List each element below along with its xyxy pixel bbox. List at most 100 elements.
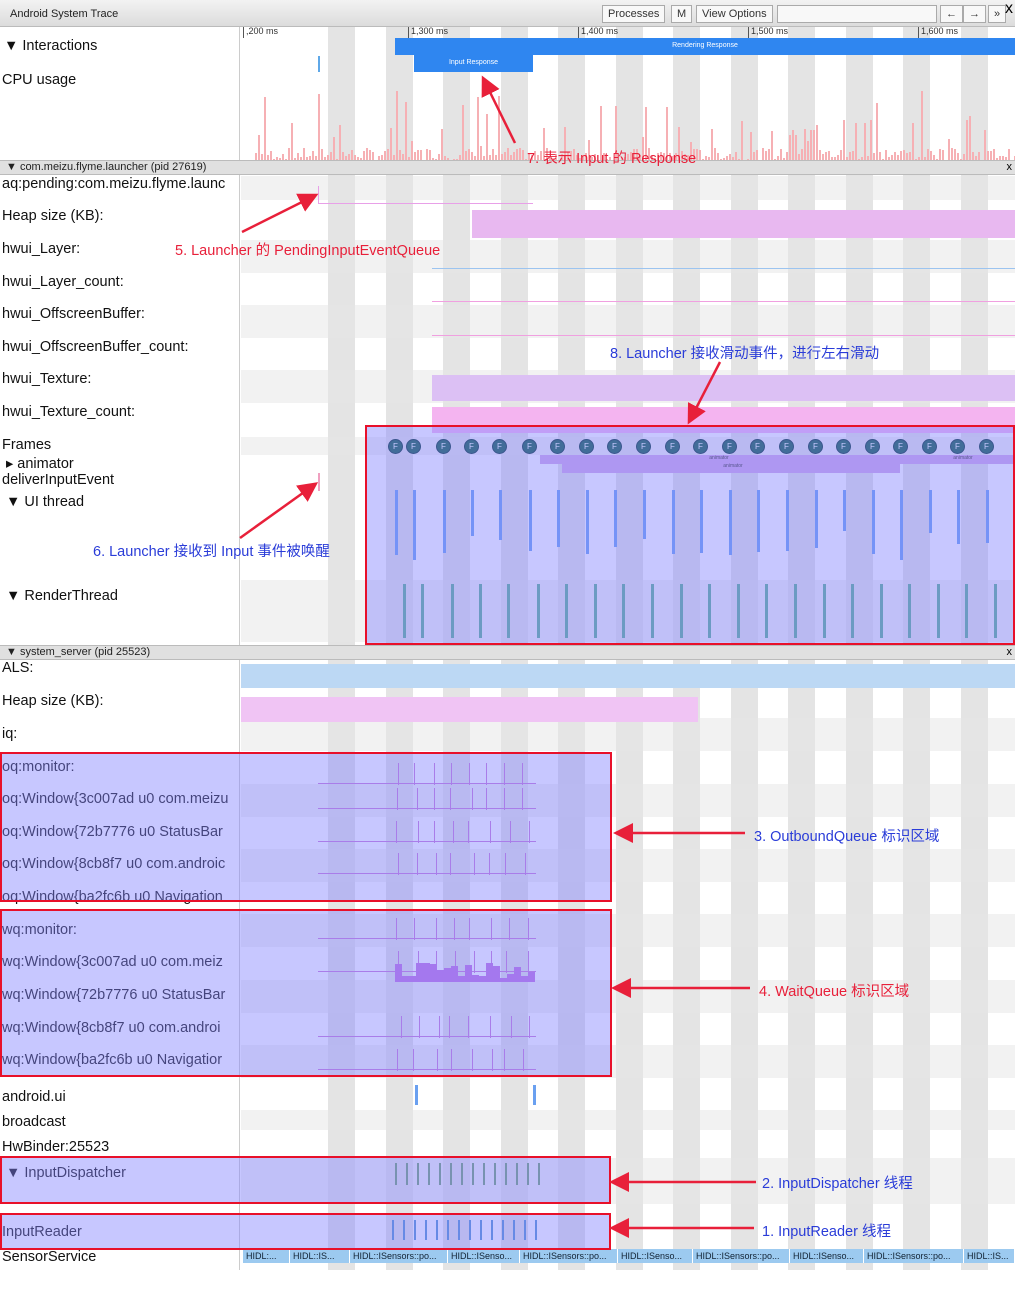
render-thread-slice[interactable] [908,584,911,638]
input-dispatcher-slice[interactable] [538,1163,540,1185]
frame-marker[interactable]: F [836,439,851,454]
render-thread-slice[interactable] [565,584,568,638]
system-server-row-label[interactable]: ▼ InputDispatcher [6,1165,126,1181]
input-reader-slice[interactable] [447,1220,449,1240]
input-dispatcher-slice[interactable] [428,1163,430,1185]
sensor-service-slice[interactable]: HIDL::ISenso... [618,1249,693,1263]
frame-marker[interactable]: F [492,439,507,454]
ui-thread-slice[interactable] [443,490,446,553]
ui-thread-slice[interactable] [872,490,875,554]
input-reader-slice[interactable] [502,1220,504,1240]
render-thread-slice[interactable] [680,584,683,638]
input-dispatcher-slice[interactable] [527,1163,529,1185]
sensor-service-slice[interactable]: HIDL::IS... [964,1249,1015,1263]
ui-thread-slice[interactable] [843,490,846,532]
android-ui-slice[interactable] [415,1085,418,1105]
input-reader-slice[interactable] [458,1220,460,1240]
frame-marker[interactable]: F [779,439,794,454]
render-thread-slice[interactable] [651,584,654,638]
frame-marker[interactable]: F [693,439,708,454]
input-dispatcher-slice[interactable] [472,1163,474,1185]
ui-thread-slice[interactable] [757,490,760,553]
sensor-service-slice[interactable]: HIDL::ISensors::po... [520,1249,618,1263]
close-process-icon[interactable]: x [1006,646,1013,658]
frame-marker[interactable]: F [893,439,908,454]
render-thread-slice[interactable] [765,584,768,638]
input-response-bar[interactable]: Input Response [414,55,533,72]
frame-marker[interactable]: F [436,439,451,454]
close-process-icon[interactable]: x [1006,161,1013,173]
ui-thread-slice[interactable] [986,490,989,544]
m-button[interactable]: M [671,5,693,23]
sensor-service-slice[interactable]: HIDL::IS... [290,1249,350,1263]
input-reader-slice[interactable] [513,1220,515,1240]
input-dispatcher-slice[interactable] [483,1163,485,1185]
input-reader-slice[interactable] [403,1220,405,1240]
input-dispatcher-slice[interactable] [505,1163,507,1185]
processes-button[interactable]: Processes [602,5,666,23]
android-ui-slice[interactable] [533,1085,536,1105]
ui-thread-slice[interactable] [643,490,646,539]
launcher-row-label[interactable]: ▸ animator [6,456,74,472]
frame-marker[interactable]: F [607,439,622,454]
render-thread-slice[interactable] [451,584,454,638]
ui-thread-slice[interactable] [900,490,903,560]
launcher-row-label[interactable]: ▼ UI thread [6,494,85,510]
frame-marker[interactable]: F [388,439,403,454]
frame-marker[interactable]: F [722,439,737,454]
ui-thread-slice[interactable] [700,490,703,553]
ui-thread-slice[interactable] [557,490,560,547]
frame-marker[interactable]: F [979,439,994,454]
render-thread-slice[interactable] [965,584,968,638]
render-thread-slice[interactable] [880,584,883,638]
more-icon[interactable]: » [988,5,1007,23]
frame-marker[interactable]: F [579,439,594,454]
render-thread-slice[interactable] [937,584,940,638]
sensor-service-slice[interactable]: HIDL::ISensors::po... [864,1249,964,1263]
render-thread-slice[interactable] [737,584,740,638]
process-header-system-server[interactable]: ▼ system_server (pid 25523) [0,645,1015,660]
render-thread-slice[interactable] [994,584,997,638]
frame-marker[interactable]: F [750,439,765,454]
render-thread-slice[interactable] [823,584,826,638]
input-reader-slice[interactable] [491,1220,493,1240]
render-thread-slice[interactable] [479,584,482,638]
input-dispatcher-slice[interactable] [417,1163,419,1185]
input-reader-slice[interactable] [535,1220,537,1240]
ui-thread-slice[interactable] [815,490,818,548]
render-thread-slice[interactable] [708,584,711,638]
frame-marker[interactable]: F [950,439,965,454]
ui-thread-slice[interactable] [957,490,960,545]
ui-thread-slice[interactable] [929,490,932,534]
frame-marker[interactable]: F [865,439,880,454]
render-thread-slice[interactable] [507,584,510,638]
input-reader-slice[interactable] [436,1220,438,1240]
prev-arrow-icon[interactable]: ← [940,5,963,23]
input-reader-slice[interactable] [480,1220,482,1240]
frame-marker[interactable]: F [922,439,937,454]
frame-marker[interactable]: F [636,439,651,454]
render-thread-slice[interactable] [403,584,406,638]
ui-thread-slice[interactable] [395,490,398,555]
render-thread-slice[interactable] [622,584,625,638]
render-thread-slice[interactable] [537,584,540,638]
input-dispatcher-slice[interactable] [494,1163,496,1185]
sensor-service-slice[interactable]: HIDL::ISensors::po... [693,1249,790,1263]
launcher-row-label[interactable]: ▼ RenderThread [6,588,118,604]
view-options-button[interactable]: View Options [696,5,773,23]
input-dispatcher-slice[interactable] [450,1163,452,1185]
render-thread-slice[interactable] [851,584,854,638]
ui-thread-slice[interactable] [586,490,589,555]
render-thread-slice[interactable] [794,584,797,638]
next-arrow-icon[interactable]: → [963,5,986,23]
input-reader-slice[interactable] [469,1220,471,1240]
render-thread-slice[interactable] [421,584,424,638]
sensor-service-slice[interactable]: HIDL::ISenso... [790,1249,864,1263]
ui-thread-slice[interactable] [786,490,789,551]
frame-marker[interactable]: F [550,439,565,454]
ui-thread-slice[interactable] [413,490,416,560]
input-dispatcher-slice[interactable] [395,1163,397,1185]
input-dispatcher-slice[interactable] [439,1163,441,1185]
sensor-service-slice[interactable]: HIDL::ISenso... [448,1249,520,1263]
frame-marker[interactable]: F [665,439,680,454]
